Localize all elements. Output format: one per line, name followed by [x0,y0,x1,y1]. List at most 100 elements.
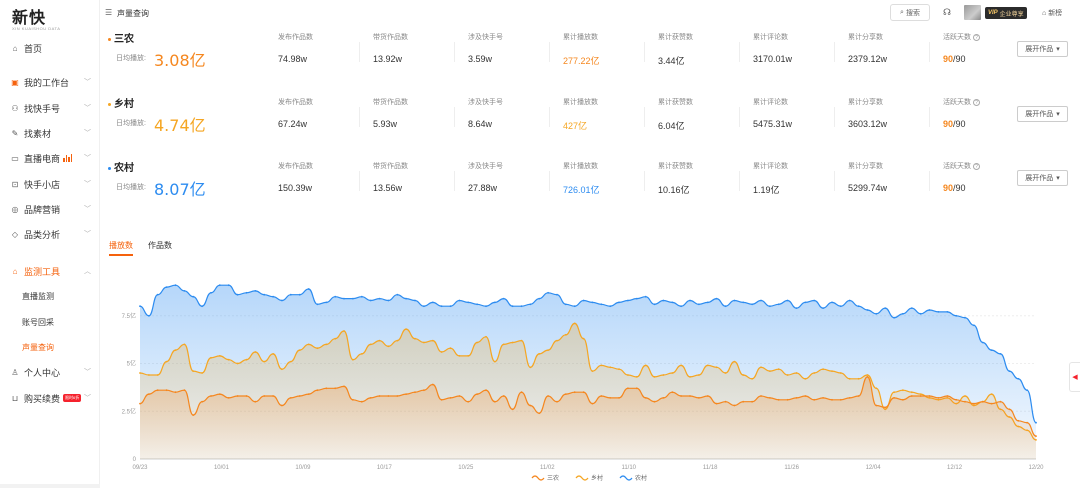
legend-item[interactable]: 三农 [531,474,559,482]
y-tick-label: 5亿 [127,360,136,368]
data-point [706,364,709,367]
data-point [795,372,798,374]
data-point [254,400,257,403]
legend-item[interactable]: 乡村 [575,474,603,482]
data-point [671,301,674,304]
metric-label-text: 累计评论数 [753,163,788,170]
series-line-0[interactable] [139,376,1037,437]
metric-value: 277.22亿 [563,56,600,66]
chevron-down-icon: ﹀ [84,155,91,162]
sidebar-item-purchase[interactable]: ⊔ 购买续费 限时6折 ﹀ [0,388,100,408]
expand-works-button[interactable]: 展开作品 ▾ [1017,41,1068,57]
vip-badge[interactable]: VIP 企业尊享 [985,7,1027,19]
menu-toggle-icon[interactable]: ☰ [105,8,113,17]
active-days-total: /90 [953,183,966,193]
data-point [174,391,177,394]
sidebar-item-monitor-tools[interactable]: ⌂ 监测工具 ︿ [0,261,100,281]
side-panel-toggle[interactable]: ◀ [1069,362,1080,392]
metric-likes: 累计获赞数 10.16亿 [658,161,748,196]
data-point [777,398,780,401]
help-icon[interactable]: ? [973,163,980,170]
data-point [378,395,381,397]
data-point [174,349,177,351]
expand-works-button[interactable]: 展开作品 ▾ [1017,106,1068,122]
data-point [928,395,931,397]
data-point [627,299,629,302]
metric-likes: 累计获赞数 3.44亿 [658,32,748,67]
sidebar-subitem-account-backtrack[interactable]: 账号回采 [0,312,100,332]
metric-value: 5299.74w [848,183,888,193]
sidebar-scrollbar[interactable] [0,484,100,488]
material-icon: ✎ [11,128,19,138]
help-icon[interactable]: ? [973,99,980,106]
data-point [698,303,700,306]
data-point [573,305,576,308]
headset-icon[interactable]: ☊ [943,7,951,17]
sidebar-item-home[interactable]: ⌂ 首页 [0,38,100,58]
sidebar-item-category-analysis[interactable]: ◇ 品类分析 ﹀ [0,224,100,244]
data-point [227,284,230,287]
data-point [839,372,842,374]
data-point [937,311,940,313]
sidebar-item-brand-marketing[interactable]: ◎ 品牌营销 ﹀ [0,199,100,219]
data-point [148,374,150,376]
data-point [609,305,612,308]
sidebar-item-find-material[interactable]: ✎ 找素材 ﹀ [0,123,100,143]
sidebar-item-find-account[interactable]: ⚇ 找快手号 ﹀ [0,98,100,118]
data-point [875,404,878,407]
top-bar: ☰ 声量查询 ⌕ 搜索 ☊ VIP 企业尊享 ⌂ 新榜 [100,0,1080,26]
data-point [378,339,381,342]
search-button[interactable]: ⌕ 搜索 [890,4,930,21]
data-point [777,303,780,306]
x-tick-label: 12/12 [947,465,963,471]
data-point [564,303,567,306]
brand-logo[interactable]: 新快 XIN KUAISHOU DATA [12,4,60,31]
data-point [742,400,745,403]
data-point [467,355,470,357]
sidebar-subitem-label: 账号回采 [22,317,54,327]
sidebar-item-label: 快手小店 [24,179,61,190]
metric-label: 发布作品数 [278,32,368,42]
data-point [582,299,585,302]
live-bars-icon [63,154,73,162]
expand-works-button[interactable]: 展开作品 ▾ [1017,170,1068,186]
data-point [218,355,221,357]
metric-label-text: 带货作品数 [373,163,408,170]
tab-plays[interactable]: 播放数 [109,241,133,250]
data-point [884,406,887,409]
metric-label-text: 累计获赞数 [658,34,693,41]
data-point [289,397,292,399]
divider [644,42,645,62]
data-point [139,305,141,308]
metric-label: 涉及快手号 [468,97,558,107]
data-point [352,398,354,401]
data-point [289,360,292,363]
metric-accounts: 涉及快手号 3.59w [468,32,558,64]
newbang-link[interactable]: ⌂ 新榜 [1042,10,1063,17]
data-point [973,324,975,327]
metric-value: 2379.12w [848,54,888,64]
data-point [600,303,603,306]
sidebar-subitem-volume-query[interactable]: 声量查询 [0,337,100,357]
metric-value: 27.88w [468,183,498,193]
user-icon: ♙ [11,367,19,377]
data-point [662,374,665,376]
data-point [866,309,869,311]
sidebar-item-workbench[interactable]: ▣ 我的工作台 ﹀ [0,72,100,92]
data-point [502,395,505,397]
data-point [644,397,647,399]
avatar[interactable] [964,5,981,20]
help-icon[interactable]: ? [973,34,980,41]
tab-posts[interactable]: 作品数 [148,241,172,250]
sidebar-item-live-commerce[interactable]: ▭ 直播电商 ﹀ [0,148,100,168]
sidebar-subitem-live-monitor[interactable]: 直播监测 [0,286,100,306]
data-point [511,305,514,308]
sidebar-item-personal-center[interactable]: ♙ 个人中心 ﹀ [0,362,100,382]
legend-item[interactable]: 农村 [619,474,647,482]
sidebar-item-shop[interactable]: ⊡ 快手小店 ﹀ [0,174,100,194]
data-point [564,333,567,336]
sidebar-subitem-label: 直播监测 [22,291,54,301]
data-point [156,293,159,296]
x-tick-label: 10/09 [295,465,311,471]
series-line-2[interactable] [139,284,1037,424]
